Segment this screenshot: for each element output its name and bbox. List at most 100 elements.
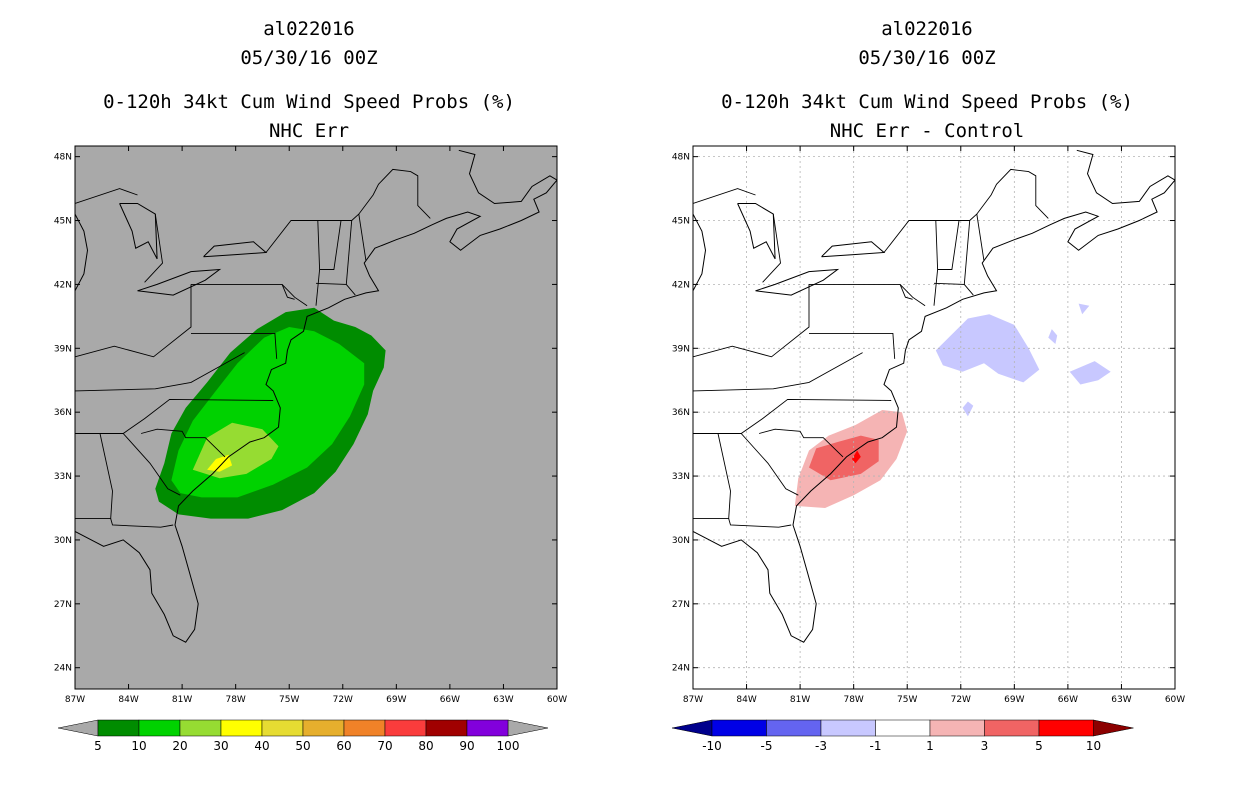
state-border	[937, 220, 960, 270]
colorbar-swatch	[179, 719, 222, 737]
lake-outline	[693, 213, 707, 292]
colorbar-swatch	[875, 719, 931, 737]
colorbar-swatch	[466, 719, 509, 737]
y-tick-label: 48N	[54, 153, 72, 163]
colorbar-swatch	[929, 719, 985, 737]
state-border	[963, 284, 974, 296]
subtitle: NHC Err	[268, 120, 350, 142]
x-tick-label: 81W	[790, 695, 810, 705]
state-border	[358, 214, 367, 262]
lake-outline	[75, 213, 89, 292]
y-tick-label: 42N	[54, 280, 72, 290]
state-border	[693, 284, 810, 358]
coastline	[75, 149, 557, 643]
colorbar-label: -5	[761, 739, 773, 753]
x-tick-label: 78W	[225, 695, 245, 705]
colorbar-swatch	[302, 719, 345, 737]
y-tick-label: 24N	[672, 664, 690, 674]
y-tick-label: 36N	[672, 408, 690, 418]
x-tick-label: 87W	[65, 695, 85, 705]
colorbar-swatch	[820, 719, 876, 737]
colorbar-swatch	[766, 719, 822, 737]
state-border	[315, 282, 347, 285]
x-tick-label: 84W	[118, 695, 138, 705]
state-border	[110, 518, 174, 528]
state-border	[122, 433, 181, 496]
contour--1to-3-4	[996, 354, 1025, 376]
colorbar-label: 70	[377, 739, 392, 753]
state-border	[75, 188, 138, 204]
y-tick-label: 48N	[672, 153, 690, 163]
plot-frame	[74, 145, 558, 690]
colorbar-swatch	[711, 719, 767, 737]
state-border	[345, 284, 356, 296]
storm-id-title: al022016	[263, 18, 355, 40]
right-chart-panel: al022016 05/30/16 00Z 0-120h 34kt Cum Wi…	[618, 0, 1236, 800]
x-tick-label: 66W	[440, 695, 460, 705]
state-border	[191, 332, 278, 359]
colorbar-label: 3	[981, 739, 989, 753]
state-border	[762, 214, 781, 283]
colorbar-label: 30	[213, 739, 228, 753]
plot-frame	[692, 145, 1176, 690]
colorbar-label: 40	[254, 739, 269, 753]
colorbar-label: 80	[418, 739, 433, 753]
y-tick-label: 33N	[672, 472, 690, 482]
x-tick-label: 84W	[736, 695, 756, 705]
colorbar-label: -3	[815, 739, 827, 753]
x-tick-label: 60W	[547, 695, 567, 705]
colorbar-label: 50	[295, 739, 310, 753]
colorbar-under-arrow	[57, 719, 99, 737]
colorbar-swatch	[261, 719, 304, 737]
y-tick-label: 36N	[54, 408, 72, 418]
colorbar-swatch	[97, 719, 140, 737]
colorbar-swatch	[343, 719, 386, 737]
x-tick-label: 87W	[683, 695, 703, 705]
y-tick-label: 45N	[672, 217, 690, 227]
x-tick-label: 78W	[843, 695, 863, 705]
coastline	[693, 149, 1175, 643]
product-title: 0-120h 34kt Cum Wind Speed Probs (%)	[721, 91, 1133, 113]
colorbar-swatch	[425, 719, 468, 737]
y-tick-label: 39N	[672, 344, 690, 354]
colorbar-over-arrow	[1093, 719, 1134, 737]
date-title: 05/30/16 00Z	[240, 47, 378, 69]
lake-outline	[203, 241, 268, 258]
state-border	[693, 433, 731, 520]
colorbar: -10 -5 -3 -1 1 3 5 10	[671, 719, 1134, 753]
contour--1to-3-6	[1078, 303, 1090, 315]
state-border	[75, 284, 192, 358]
colorbar-label: 10	[1086, 739, 1101, 753]
colorbar-label: 60	[336, 739, 351, 753]
y-tick-label: 27N	[54, 600, 72, 610]
state-border	[75, 352, 245, 392]
probability-map: 87W 84W 81W 78W 75W 72W 69W 66W 63W 60W 24N 27N 30N 3…	[54, 145, 567, 705]
y-tick-label: 27N	[672, 600, 690, 610]
colorbar-label: 5	[94, 739, 102, 753]
colorbar-label: -10	[702, 739, 722, 753]
contour--1to-3-8	[962, 401, 974, 417]
state-border	[933, 220, 939, 306]
x-tick-label: 75W	[279, 695, 299, 705]
state-border	[693, 398, 892, 434]
state-border	[140, 428, 226, 458]
y-tick-label: 45N	[54, 217, 72, 227]
x-tick-label: 63W	[493, 695, 513, 705]
state-border	[933, 282, 965, 285]
x-tick-label: 81W	[172, 695, 192, 705]
state-border	[758, 428, 844, 458]
colorbar-swatch	[1038, 719, 1094, 737]
left-chart-panel: al022016 05/30/16 00Z 0-120h 34kt Cum Wi…	[54, 18, 567, 753]
state-border	[281, 284, 308, 307]
date-title: 05/30/16 00Z	[858, 47, 996, 69]
state-border	[963, 220, 971, 285]
lake-outline	[119, 203, 158, 260]
x-tick-label: 72W	[333, 695, 353, 705]
state-border	[740, 433, 799, 496]
x-tick-label: 66W	[1058, 695, 1078, 705]
x-tick-label: 69W	[1004, 695, 1024, 705]
colorbar-label: 90	[459, 739, 474, 753]
colorbar-label: -1	[870, 739, 882, 753]
colorbar-label: 5	[1035, 739, 1043, 753]
lake-outline	[755, 268, 840, 296]
